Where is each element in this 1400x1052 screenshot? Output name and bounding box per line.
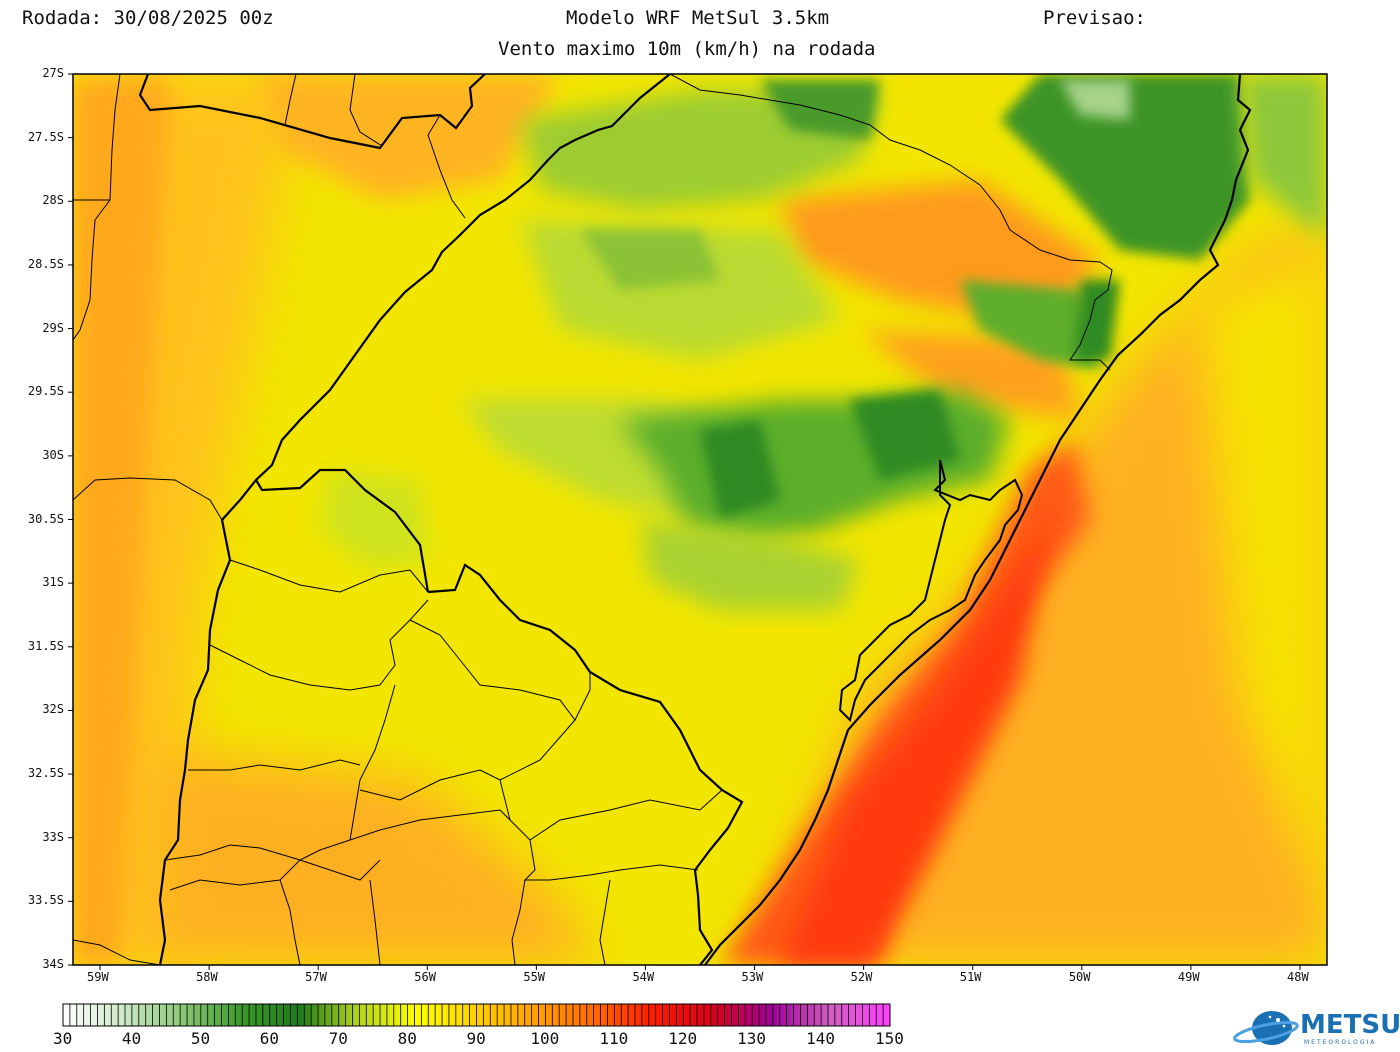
east-green-zone <box>960 280 1100 370</box>
northeast-green-zone <box>1000 74 1250 260</box>
depression-dark-green-a <box>700 420 780 520</box>
lat-tick-label: 30.5S <box>27 511 64 526</box>
colorbar-label: 50 <box>190 1029 211 1048</box>
lat-tick-label: 33S <box>42 829 64 844</box>
ocean-yellow-zone <box>1200 250 1327 900</box>
lat-tick-label: 29.5S <box>27 384 64 399</box>
lon-tick-label: 48W <box>1287 970 1309 984</box>
uruguay-dept-14 <box>511 879 526 965</box>
lat-tick-label: 34S <box>42 957 64 971</box>
uruguay-dept-11 <box>169 879 281 891</box>
northeast-pale-zone <box>1060 80 1130 120</box>
argentina-river-south <box>73 939 161 965</box>
lon-tick-label: 57W <box>305 970 327 984</box>
colorbar-label: 100 <box>530 1029 560 1048</box>
uruguay-dept-4 <box>349 684 396 841</box>
lat-tick-label: 32S <box>42 702 64 717</box>
country-border-brazil-argentina <box>254 74 671 593</box>
uruguay-dept-2 <box>209 599 429 691</box>
colorbar-label: 120 <box>668 1029 698 1048</box>
colorbar-label: 40 <box>121 1029 142 1048</box>
logo-subtext: METEOROLOGIA <box>1304 1039 1377 1046</box>
uruguay-dept-7 <box>499 779 723 841</box>
uruguay-dept-10 <box>349 809 511 841</box>
lon-tick-label: 56W <box>414 970 436 984</box>
lat-tick-label: 31.5S <box>27 638 64 653</box>
uruguay-dept-5 <box>188 759 361 771</box>
argentina-border-west <box>73 74 121 341</box>
lat-tick-label: 28.5S <box>27 256 64 271</box>
axis-ticks <box>68 73 1301 970</box>
northeast-state-border <box>669 74 1113 371</box>
lon-tick-label: 51W <box>959 970 982 984</box>
southwest-orange-zone <box>150 750 600 965</box>
lat-tick-label: 32.5S <box>27 766 64 781</box>
colorbar-label: 150 <box>875 1029 904 1048</box>
uruguay-dept-9 <box>164 844 301 861</box>
uruguay-dept-16 <box>299 859 381 881</box>
colorbar-label: 110 <box>599 1029 629 1048</box>
uruguay-dept-1 <box>229 559 429 593</box>
lon-tick-label: 59W <box>87 970 109 984</box>
colorbar-label: 70 <box>328 1029 348 1048</box>
globe-icon <box>1233 1011 1299 1045</box>
lagoon-dark-green <box>1075 280 1120 360</box>
central-green-patch <box>580 230 720 290</box>
model-title: Modelo WRF MetSul 3.5km <box>566 7 830 29</box>
lat-tick-label: 33.5S <box>27 893 64 908</box>
wind-field <box>73 74 1327 965</box>
lon-tick-label: 55W <box>523 970 546 984</box>
lon-tick-label: 58W <box>196 970 218 984</box>
uruguay-dept-3 <box>409 619 591 721</box>
argentina-province-line-2 <box>73 477 223 521</box>
colorbar-label: 80 <box>397 1029 417 1048</box>
southcentral-light-green <box>640 520 860 610</box>
colorbar-label: 60 <box>259 1029 280 1048</box>
internal-border-c <box>427 114 466 219</box>
depression-dark-green-b <box>850 390 960 480</box>
country-border-north <box>138 74 486 150</box>
country-border-argentina-uruguay <box>158 479 257 965</box>
lon-tick-label: 53W <box>741 970 764 984</box>
run-label: Rodada: 30/08/2025 00z <box>22 7 274 29</box>
logo-text: METSUL <box>1300 1010 1400 1040</box>
lat-tick-label: 28S <box>42 193 64 208</box>
lon-tick-label: 52W <box>850 970 873 984</box>
country-border-brazil-uruguay <box>427 563 744 965</box>
lat-tick-label: 27S <box>42 66 64 80</box>
colorbar-label: 140 <box>806 1029 835 1048</box>
metsul-logo: METSUL METEOROLOGIA <box>1232 1008 1400 1048</box>
lat-tick-label: 31S <box>42 575 64 590</box>
colorbar-label: 130 <box>737 1029 767 1048</box>
coastal-red-band <box>720 440 1090 965</box>
colorbar-label: 90 <box>466 1029 486 1048</box>
lat-tick-label: 29S <box>42 320 64 335</box>
uruguay-dept-6 <box>359 719 576 801</box>
west-light-green <box>320 470 430 570</box>
lon-tick-label: 54W <box>632 970 655 984</box>
colorbar-label: 30 <box>53 1029 73 1048</box>
internal-border-b <box>349 74 383 147</box>
north-orange-zone <box>260 74 560 200</box>
lon-tick-label: 49W <box>1177 970 1200 984</box>
ocean-green-zone <box>1240 74 1327 240</box>
boundaries <box>73 74 1252 965</box>
west-dark-orange-zone <box>73 80 170 965</box>
uruguay-dept-13 <box>523 839 699 881</box>
internal-border-a <box>284 74 331 139</box>
colorbar-ticks <box>62 1004 891 1026</box>
coastline <box>704 74 1252 965</box>
uruguay-dept-12 <box>369 879 381 965</box>
lat-tick-label: 30S <box>42 447 64 462</box>
uruguay-dept-15 <box>599 879 611 965</box>
coastal-deep-red-band <box>780 520 1050 965</box>
lagoon-patos <box>838 459 1024 722</box>
map-subtitle: Vento maximo 10m (km/h) na rodada <box>498 38 876 60</box>
forecast-label: Previsao: <box>1043 7 1146 29</box>
lat-tick-label: 27.5S <box>27 129 64 144</box>
lon-tick-label: 50W <box>1068 970 1091 984</box>
